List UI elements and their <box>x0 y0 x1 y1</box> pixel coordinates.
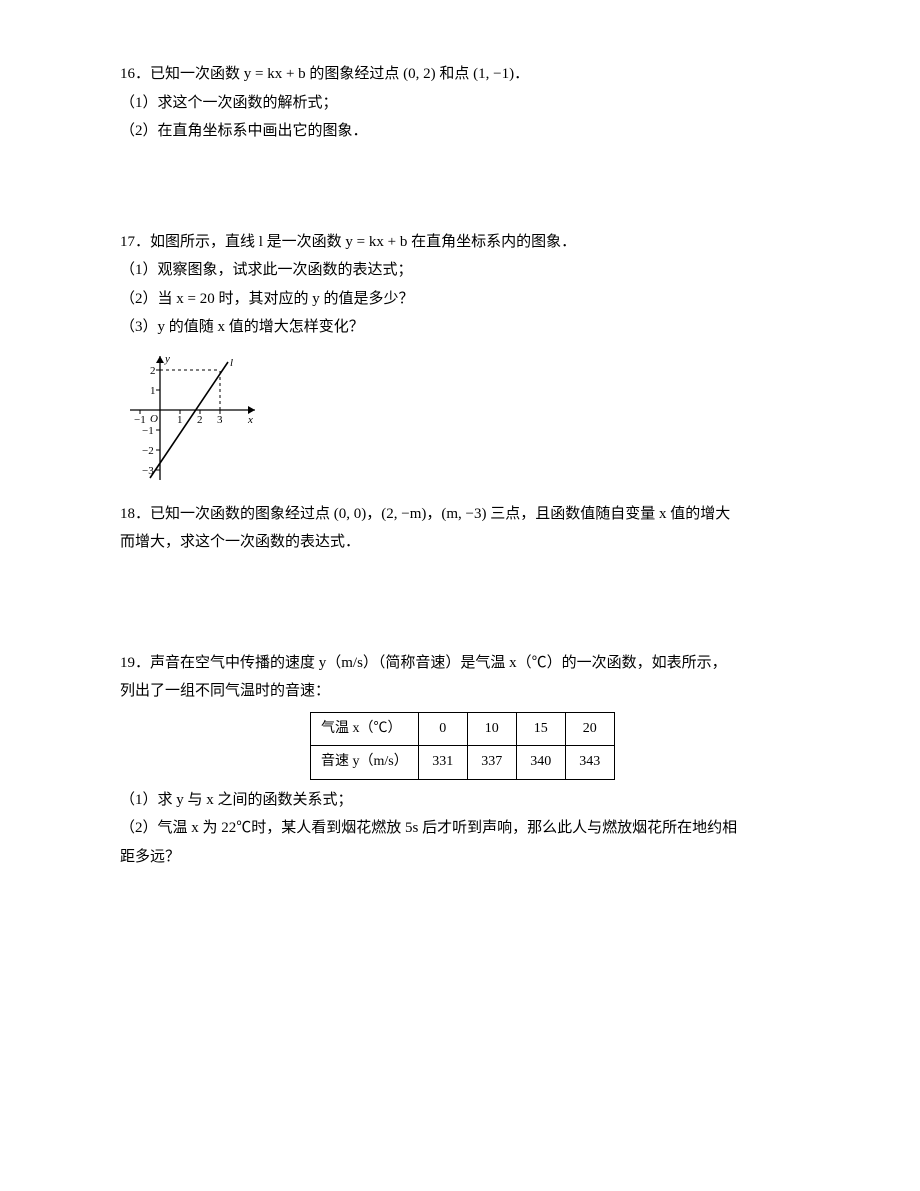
table-cell: 20 <box>565 712 614 746</box>
problem-17-q1: （1）观察图象，试求此一次函数的表达式； <box>120 256 805 285</box>
svg-text:3: 3 <box>217 414 223 426</box>
problem-19: 19．声音在空气中传播的速度 y（m/s）（简称音速）是气温 x（℃）的一次函数… <box>120 649 805 872</box>
svg-text:2: 2 <box>197 414 203 426</box>
table-cell: 10 <box>467 712 516 746</box>
problem-17-q3: （3）y 的值随 x 值的增大怎样变化？ <box>120 313 805 342</box>
table-header-y: 音速 y（m/s） <box>311 746 419 780</box>
problem-16-q1: （1）求这个一次函数的解析式； <box>120 89 805 118</box>
table-cell: 15 <box>516 712 565 746</box>
table-header-x: 气温 x（℃） <box>311 712 419 746</box>
problem-19-q2-line2: 距多远？ <box>120 843 805 872</box>
problem-19-stem-line2: 列出了一组不同气温时的音速： <box>120 677 805 706</box>
table-cell: 331 <box>418 746 467 780</box>
problem-19-q2-line1: （2）气温 x 为 22℃时，某人看到烟花燃放 5s 后才听到声响，那么此人与燃… <box>120 814 805 843</box>
problem-16-stem: 16．已知一次函数 y = kx + b 的图象经过点 (0, 2) 和点 (1… <box>120 60 805 89</box>
problem-17-stem: 17．如图所示，直线 l 是一次函数 y = kx + b 在直角坐标系内的图象… <box>120 228 805 257</box>
page: 16．已知一次函数 y = kx + b 的图象经过点 (0, 2) 和点 (1… <box>0 0 920 1191</box>
svg-text:1: 1 <box>150 385 156 397</box>
table-row: 音速 y（m/s） 331 337 340 343 <box>311 746 615 780</box>
graph-y-label: y <box>164 353 170 365</box>
problem-18-stem-line1: 18．已知一次函数的图象经过点 (0, 0)，(2, −m)，(m, −3) 三… <box>120 500 805 529</box>
problem-16-q2: （2）在直角坐标系中画出它的图象． <box>120 117 805 146</box>
svg-text:−3: −3 <box>142 465 154 477</box>
graph-svg: y x l O −1 1 2 3 1 2 −1 −2 −3 <box>120 348 270 488</box>
svg-text:−1: −1 <box>142 425 154 437</box>
graph-x-label: x <box>247 414 253 426</box>
svg-text:1: 1 <box>177 414 183 426</box>
spacer <box>120 158 805 228</box>
problem-17: 17．如图所示，直线 l 是一次函数 y = kx + b 在直角坐标系内的图象… <box>120 228 805 488</box>
graph-line-label: l <box>230 357 233 369</box>
table-cell: 343 <box>565 746 614 780</box>
problem-18-stem-line2: 而增大，求这个一次函数的表达式． <box>120 528 805 557</box>
problem-19-table: 气温 x（℃） 0 10 15 20 音速 y（m/s） 331 337 340… <box>310 712 615 780</box>
svg-text:−2: −2 <box>142 445 154 457</box>
problem-19-stem-line1: 19．声音在空气中传播的速度 y（m/s）（简称音速）是气温 x（℃）的一次函数… <box>120 649 805 678</box>
graph-origin-label: O <box>150 413 158 425</box>
table-row: 气温 x（℃） 0 10 15 20 <box>311 712 615 746</box>
problem-18: 18．已知一次函数的图象经过点 (0, 0)，(2, −m)，(m, −3) 三… <box>120 500 805 557</box>
problem-17-graph: y x l O −1 1 2 3 1 2 −1 −2 −3 <box>120 348 805 488</box>
table-cell: 337 <box>467 746 516 780</box>
problem-19-q1: （1）求 y 与 x 之间的函数关系式； <box>120 786 805 815</box>
table-cell: 0 <box>418 712 467 746</box>
svg-text:2: 2 <box>150 365 156 377</box>
problem-16: 16．已知一次函数 y = kx + b 的图象经过点 (0, 2) 和点 (1… <box>120 60 805 146</box>
table-cell: 340 <box>516 746 565 780</box>
spacer <box>120 569 805 649</box>
problem-17-q2: （2）当 x = 20 时，其对应的 y 的值是多少？ <box>120 285 805 314</box>
